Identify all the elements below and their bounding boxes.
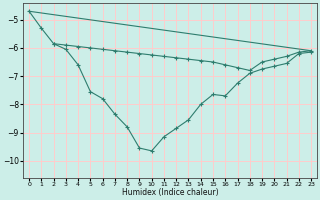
X-axis label: Humidex (Indice chaleur): Humidex (Indice chaleur) [122,188,218,197]
